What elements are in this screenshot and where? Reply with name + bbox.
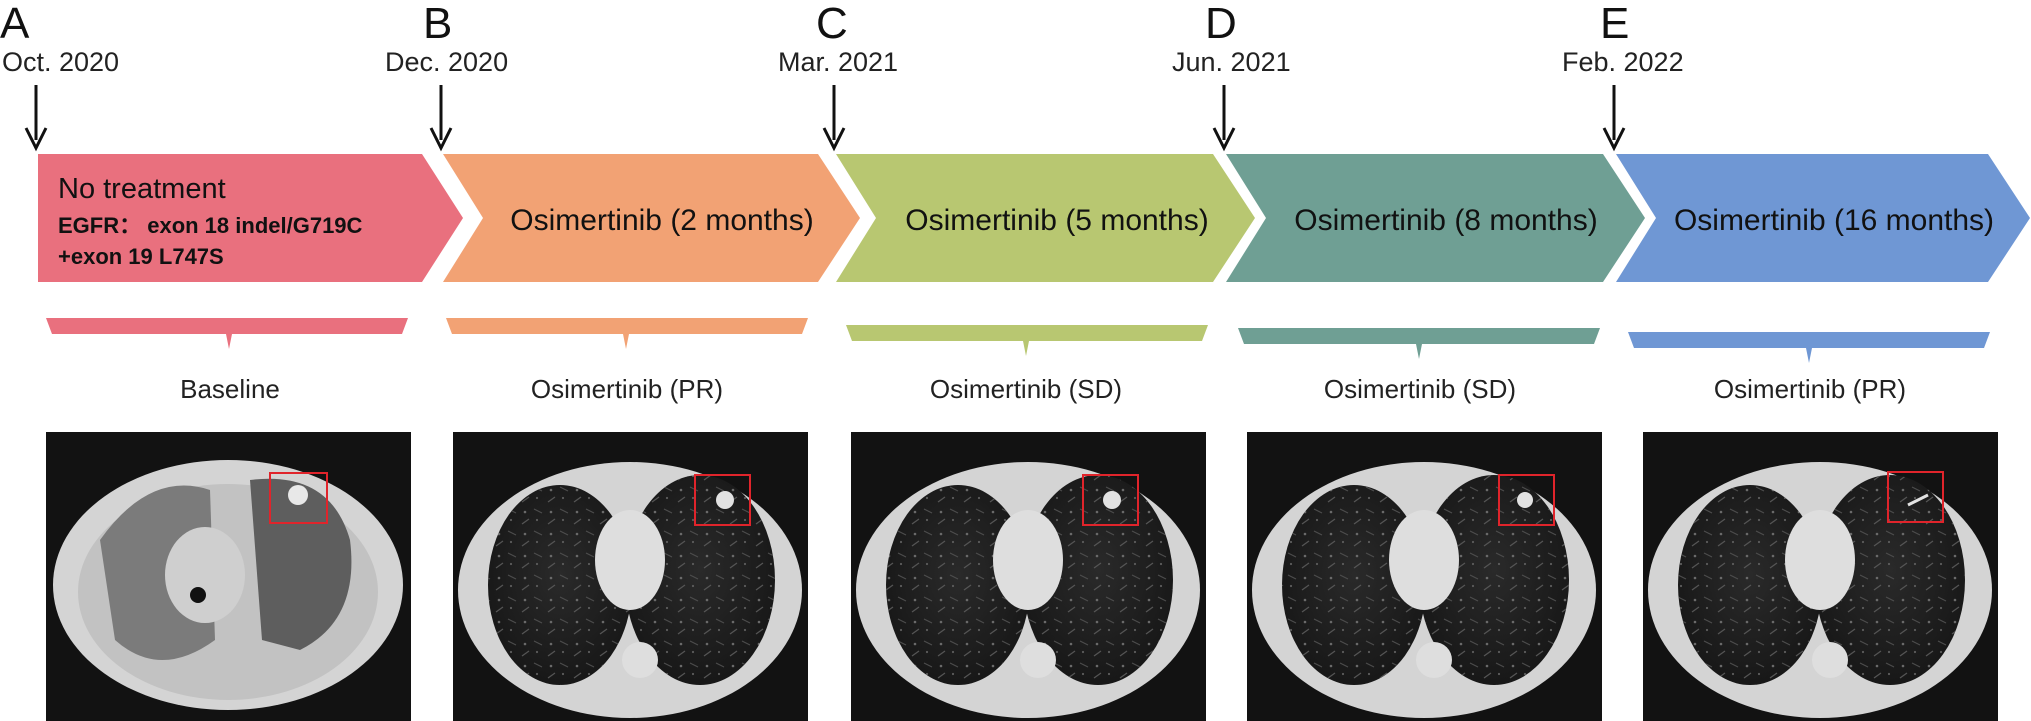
stage-letter: E (1600, 0, 1629, 48)
ct-scan-image (453, 432, 808, 721)
stage-treatment: Osimertinib (16 months) (1674, 204, 1994, 237)
stage-date: Feb. 2022 (1562, 47, 1684, 77)
stage-date: Mar. 2021 (778, 47, 898, 77)
mutation-line-2: +exon 19 L747S (58, 244, 224, 269)
stage-response: Osimertinib (PR) (1714, 374, 1906, 404)
stage-d: D Jun. 2021 Osimertinib (8 months) Osime… (1172, 0, 1645, 721)
stage-treatment: No treatment (58, 173, 226, 205)
stage-letter: A (0, 0, 30, 48)
stage-date: Oct. 2020 (2, 47, 119, 77)
ct-scan-image (1247, 432, 1602, 721)
lesion-box (1498, 474, 1555, 526)
stage-response: Osimertinib (SD) (1324, 374, 1516, 404)
stage-treatment: Osimertinib (2 months) (510, 204, 813, 237)
stage-e: E Feb. 2022 Osimertinib (16 months) Osim… (1562, 0, 2030, 721)
stage-bracket (446, 318, 808, 349)
mutation-line-1: EGFR： exon 18 indel/G719C (58, 213, 363, 238)
arrow-down-icon (1602, 85, 1626, 152)
stage-response: Osimertinib (PR) (531, 374, 723, 404)
stage-banner (38, 154, 463, 282)
stage-c: C Mar. 2021 Osimertinib (5 months) Osime… (778, 0, 1255, 721)
stage-a: A Oct. 2020 No treatment EGFR： exon 18 i… (0, 0, 463, 721)
stage-response: Osimertinib (SD) (930, 374, 1122, 404)
stage-bracket (1628, 332, 1990, 363)
stage-letter: C (816, 0, 848, 48)
stage-date: Dec. 2020 (385, 47, 508, 77)
stage-banner (443, 154, 860, 282)
arrow-down-icon (429, 85, 453, 152)
stage-treatment: Osimertinib (8 months) (1294, 204, 1597, 237)
stage-banner (1226, 154, 1645, 282)
lesion-box (1082, 474, 1139, 526)
ct-scan-image (46, 432, 411, 721)
stage-bracket (1238, 328, 1600, 359)
arrow-down-icon (822, 85, 846, 152)
stage-treatment: Osimertinib (5 months) (905, 204, 1208, 237)
stage-banner (1616, 154, 2030, 282)
ct-scan-image (1643, 432, 1998, 721)
arrow-down-icon (24, 85, 48, 152)
ct-scan-image (851, 432, 1206, 721)
stage-bracket (846, 325, 1208, 356)
stage-b: B Dec. 2020 Osimertinib (2 months) Osime… (385, 0, 860, 721)
lesion-box (1887, 471, 1944, 523)
lesion-box (269, 472, 328, 524)
stage-letter: D (1205, 0, 1237, 48)
stage-response: Baseline (180, 374, 280, 404)
stage-letter: B (423, 0, 452, 48)
stage-bracket (46, 318, 408, 349)
stage-date: Jun. 2021 (1172, 47, 1291, 77)
arrow-down-icon (1212, 85, 1236, 152)
stage-banner (836, 154, 1255, 282)
lesion-box (694, 474, 751, 526)
